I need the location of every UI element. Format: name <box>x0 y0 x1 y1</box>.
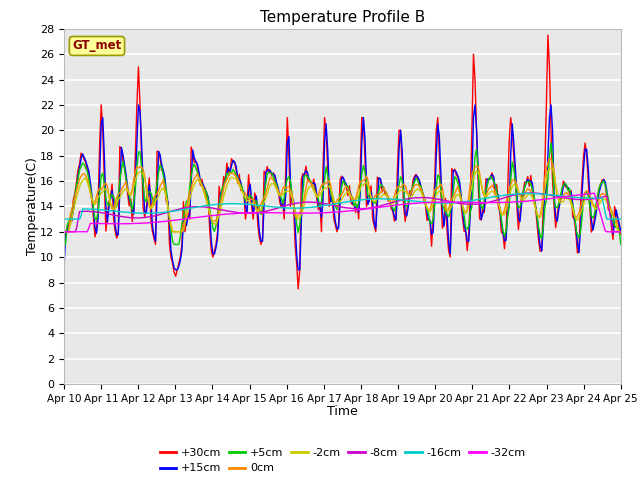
Text: GT_met: GT_met <box>72 39 122 52</box>
Y-axis label: Temperature(C): Temperature(C) <box>26 157 38 255</box>
Title: Temperature Profile B: Temperature Profile B <box>260 10 425 25</box>
Legend: +30cm, +15cm, +5cm, 0cm, -2cm, -8cm, -16cm, -32cm: +30cm, +15cm, +5cm, 0cm, -2cm, -8cm, -16… <box>155 444 530 478</box>
X-axis label: Time: Time <box>327 405 358 418</box>
